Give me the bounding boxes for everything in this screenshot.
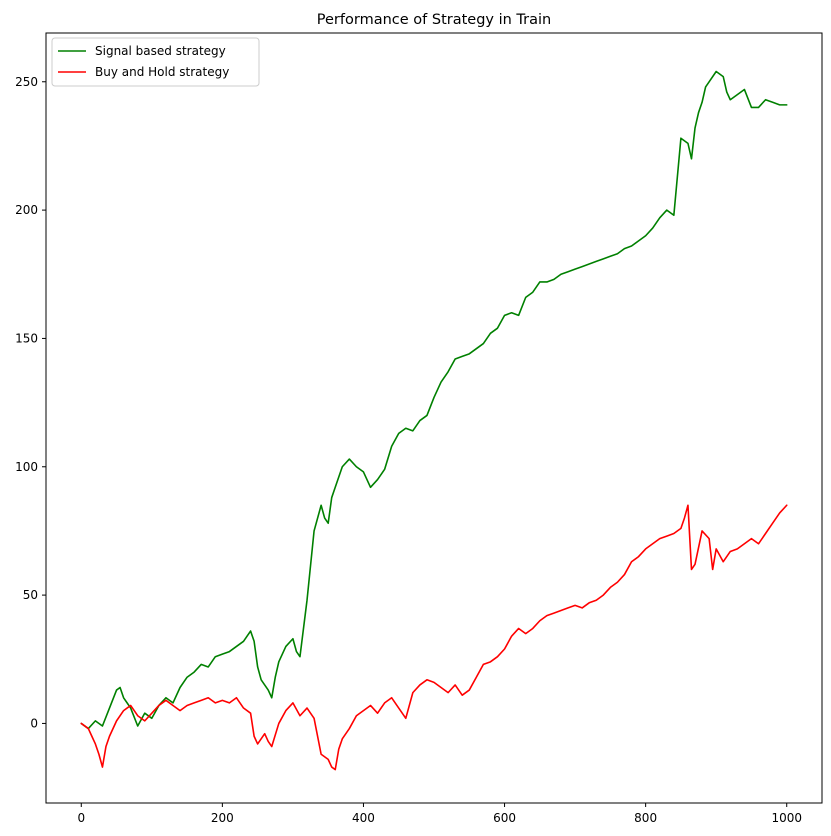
y-tick-label: 250 [15, 75, 38, 89]
plot-area [80, 70, 788, 771]
series-line-2 [80, 504, 788, 771]
legend-box [51, 37, 260, 87]
x-tick-label: 0 [77, 811, 85, 825]
legend-label-1: Signal based strategy [95, 44, 226, 58]
x-tick-label: 200 [211, 811, 234, 825]
series-line-1 [80, 70, 788, 730]
y-tick-label: 100 [15, 460, 38, 474]
y-tick-label: 150 [15, 331, 38, 345]
legend: Signal based strategy Buy and Hold strate… [51, 37, 260, 87]
x-axis: 0 200 400 600 800 1000 [77, 803, 802, 825]
y-tick-label: 50 [23, 588, 38, 602]
x-tick-label: 600 [493, 811, 516, 825]
x-tick-label: 1000 [771, 811, 802, 825]
axes-border [45, 32, 823, 804]
axes-frame [45, 32, 823, 804]
y-axis: 0 50 100 150 200 250 [15, 75, 46, 730]
chart-title: Performance of Strategy in Train [317, 12, 551, 28]
y-tick-label: 200 [15, 203, 38, 217]
x-tick-label: 800 [634, 811, 657, 825]
x-tick-label: 400 [352, 811, 375, 825]
y-tick-label: 0 [30, 716, 38, 730]
legend-label-2: Buy and Hold strategy [95, 65, 229, 79]
